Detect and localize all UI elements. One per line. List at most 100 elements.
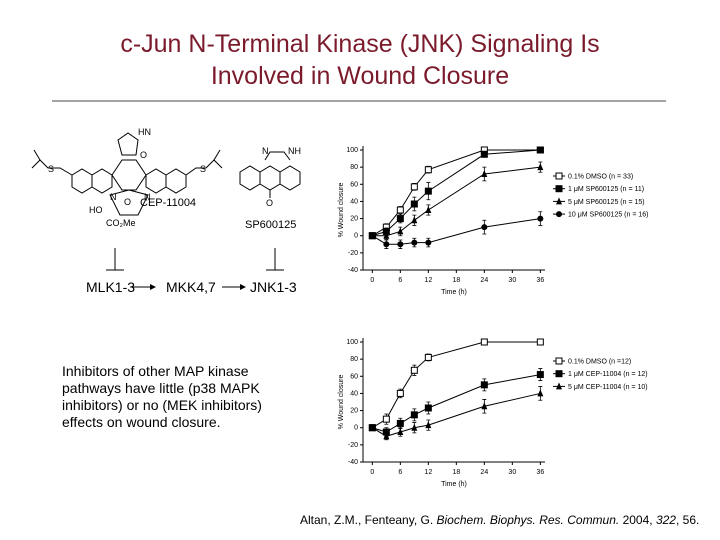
atom-label: S bbox=[48, 164, 54, 174]
y-tick-label: 60 bbox=[350, 181, 358, 188]
marker bbox=[556, 211, 562, 218]
marker bbox=[424, 187, 432, 195]
pathway-node: JNK1-3 bbox=[250, 279, 297, 295]
body-text: inhibitors) or no (MEK inhibitors) bbox=[62, 397, 262, 413]
marker bbox=[411, 239, 418, 246]
body-text: effects on wound closure. bbox=[62, 414, 221, 430]
series-line bbox=[372, 166, 541, 237]
marker bbox=[424, 404, 432, 412]
citation-part: Biochem. Biophys. Res. Commun. bbox=[437, 513, 620, 527]
marker bbox=[480, 338, 488, 346]
marker bbox=[425, 421, 432, 429]
series-line bbox=[372, 341, 541, 429]
citation-part: 2004, bbox=[619, 513, 656, 527]
y-axis-label: % Wound closure bbox=[338, 375, 345, 430]
atom-label: N bbox=[262, 146, 269, 156]
citation-part: Altan, Z.M., Fenteany, G. bbox=[300, 513, 437, 527]
body-text: Inhibitors of other MAP kinase bbox=[62, 363, 249, 379]
x-axis-label: Time (h) bbox=[441, 289, 467, 296]
marker bbox=[410, 366, 418, 374]
x-tick-label: 0 bbox=[370, 469, 374, 476]
atom-label: O bbox=[124, 197, 131, 207]
y-tick-label: 0 bbox=[354, 233, 358, 240]
marker bbox=[383, 231, 390, 239]
title-line: Involved in Wound Closure bbox=[211, 62, 509, 90]
marker bbox=[397, 227, 404, 235]
marker bbox=[536, 371, 544, 379]
marker bbox=[411, 216, 418, 224]
marker bbox=[556, 197, 562, 205]
body-text: pathways have little (p38 MAPK bbox=[62, 380, 260, 396]
marker bbox=[481, 224, 488, 231]
legend-label: 1 μM CEP-11004 (n = 12) bbox=[568, 371, 648, 378]
sp-structure bbox=[239, 151, 301, 198]
series-line bbox=[372, 218, 541, 245]
atom-label: HO bbox=[89, 205, 103, 215]
pathway-node: MKK4,7 bbox=[166, 279, 216, 295]
atom-label: S bbox=[200, 164, 206, 174]
marker bbox=[537, 389, 544, 397]
marker bbox=[424, 166, 432, 174]
marker bbox=[424, 353, 432, 361]
marker bbox=[536, 146, 544, 154]
marker bbox=[410, 200, 418, 208]
marker bbox=[410, 411, 418, 419]
x-tick-label: 0 bbox=[370, 277, 374, 284]
atom-label: NH bbox=[288, 146, 301, 156]
y-tick-label: -40 bbox=[348, 459, 358, 466]
x-tick-label: 12 bbox=[424, 469, 432, 476]
x-tick-label: 36 bbox=[536, 277, 544, 284]
x-tick-label: 18 bbox=[452, 277, 460, 284]
y-tick-label: 100 bbox=[346, 339, 358, 346]
x-axis-label: Time (h) bbox=[441, 481, 467, 488]
marker bbox=[537, 215, 544, 222]
x-tick-label: 6 bbox=[398, 277, 402, 284]
cep-structure bbox=[31, 132, 223, 216]
x-tick-label: 18 bbox=[452, 469, 460, 476]
marker bbox=[555, 172, 563, 180]
marker bbox=[555, 370, 563, 378]
y-tick-label: -40 bbox=[348, 267, 358, 274]
atom-label: HN bbox=[138, 127, 151, 137]
marker bbox=[410, 183, 418, 191]
x-tick-label: 36 bbox=[536, 469, 544, 476]
marker bbox=[396, 206, 404, 214]
arrow-head bbox=[240, 284, 246, 290]
y-tick-label: 80 bbox=[350, 356, 358, 363]
y-tick-label: 80 bbox=[350, 164, 358, 171]
arrow-head bbox=[150, 284, 156, 290]
marker bbox=[480, 381, 488, 389]
marker bbox=[555, 357, 563, 365]
legend-label: 5 μM CEP-11004 (n = 10) bbox=[568, 384, 648, 391]
marker bbox=[396, 419, 404, 427]
x-tick-label: 6 bbox=[398, 469, 402, 476]
marker bbox=[555, 185, 563, 193]
marker bbox=[383, 241, 390, 248]
y-tick-label: -20 bbox=[348, 250, 358, 257]
structure-label: CEP-11004 bbox=[140, 197, 196, 209]
y-tick-label: 20 bbox=[350, 408, 358, 415]
marker bbox=[537, 163, 544, 171]
marker bbox=[425, 206, 432, 213]
citation: Altan, Z.M., Fenteany, G. Biochem. Bioph… bbox=[300, 513, 699, 527]
x-tick-label: 30 bbox=[508, 277, 516, 284]
marker bbox=[425, 239, 432, 246]
marker bbox=[397, 428, 404, 435]
legend-label: 5 μM SP600125 (n = 15) bbox=[568, 199, 645, 206]
legend-label: 0.1% DMSO (n =12) bbox=[568, 359, 631, 366]
citation-part: 322 bbox=[656, 513, 676, 527]
legend-label: 10 μM SP600125 (n = 16) bbox=[568, 212, 649, 219]
y-tick-label: 40 bbox=[350, 390, 358, 397]
y-tick-label: 0 bbox=[354, 425, 358, 432]
atom-label: O bbox=[266, 198, 273, 208]
atom-label: CO₂Me bbox=[106, 218, 136, 228]
y-tick-label: 40 bbox=[350, 198, 358, 205]
x-tick-label: 24 bbox=[480, 277, 488, 284]
series-line bbox=[372, 392, 541, 437]
marker bbox=[396, 215, 404, 223]
atom-label: O bbox=[140, 150, 147, 160]
legend-label: 0.1% DMSO (n = 33) bbox=[568, 174, 633, 181]
marker bbox=[369, 232, 376, 239]
y-tick-label: 20 bbox=[350, 216, 358, 223]
